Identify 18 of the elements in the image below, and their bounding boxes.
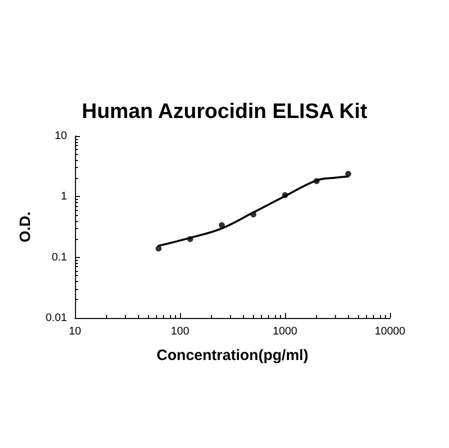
point — [187, 236, 194, 242]
point — [345, 170, 352, 177]
point — [156, 245, 162, 252]
y-tick-label: 10 — [54, 130, 67, 142]
x-tick-label: 1000 — [272, 326, 298, 338]
x-tick-label: 100 — [170, 326, 190, 338]
chart-title: Human Azurocidin ELISA Kit — [82, 100, 368, 123]
x-tick-label: 10000 — [374, 326, 406, 338]
x-tick-label: 10 — [68, 326, 82, 338]
point — [218, 222, 225, 228]
point — [250, 211, 256, 218]
point — [314, 178, 320, 184]
y-tick-label: 0.01 — [46, 312, 67, 324]
y-axis-title: O.D. — [17, 212, 34, 242]
y-tick-label: 1 — [60, 190, 67, 203]
point — [282, 192, 288, 198]
y-tick-label: 0.1 — [52, 251, 67, 264]
x-axis-title: Concentration(pg/ml) — [156, 347, 308, 364]
